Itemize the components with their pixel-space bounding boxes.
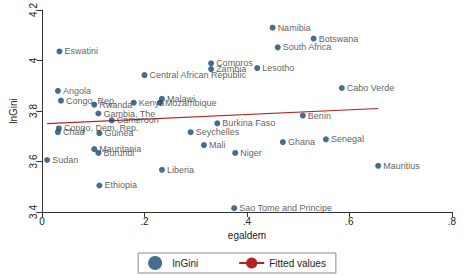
svg-text:4: 4 <box>28 57 39 63</box>
svg-text:Senegal: Senegal <box>331 134 364 144</box>
svg-text:Congo, Rep.: Congo, Rep. <box>66 95 117 106</box>
svg-text:South Africa: South Africa <box>283 42 332 52</box>
svg-text:lnGini: lnGini <box>173 258 199 269</box>
svg-text:Lesotho: Lesotho <box>262 63 294 73</box>
svg-text:.4: .4 <box>243 216 252 227</box>
svg-text:Seychelles: Seychelles <box>196 127 240 137</box>
svg-text:Eswatini: Eswatini <box>64 46 98 56</box>
svg-text:Angola: Angola <box>63 86 91 96</box>
svg-text:0: 0 <box>39 216 45 227</box>
svg-text:Mozambique: Mozambique <box>165 98 217 108</box>
svg-text:Mauritius: Mauritius <box>383 161 420 171</box>
svg-text:Central African Republic: Central African Republic <box>150 70 247 80</box>
svg-text:Chad: Chad <box>63 127 85 137</box>
svg-text:Cameroon: Cameroon <box>116 115 159 126</box>
svg-text:Rwanda: Rwanda <box>99 99 133 110</box>
svg-text:.2: .2 <box>140 216 149 227</box>
svg-text:Namibia: Namibia <box>278 23 311 33</box>
svg-text:Kenya: Kenya <box>139 98 165 108</box>
svg-text:.6: .6 <box>345 216 354 227</box>
svg-text:Ethiopia: Ethiopia <box>104 180 137 190</box>
svg-text:Botswana: Botswana <box>318 33 359 44</box>
svg-text:Niger: Niger <box>240 148 262 158</box>
svg-text:3.4: 3.4 <box>28 205 39 219</box>
svg-text:Mali: Mali <box>209 140 226 150</box>
svg-text:Benin: Benin <box>308 111 331 121</box>
svg-text:Fitted values: Fitted values <box>269 258 326 269</box>
svg-text:.8: .8 <box>448 216 457 227</box>
svg-text:Guinea: Guinea <box>104 128 133 138</box>
svg-text:Burundi: Burundi <box>103 148 134 158</box>
svg-text:egaldem: egaldem <box>228 230 266 241</box>
svg-text:3.8: 3.8 <box>28 104 39 118</box>
svg-text:lnGini: lnGini <box>8 98 19 124</box>
svg-text:4.2: 4.2 <box>28 3 39 17</box>
svg-text:Zambia: Zambia <box>216 64 247 75</box>
svg-text:Burkina Faso: Burkina Faso <box>222 118 276 129</box>
svg-text:3.6: 3.6 <box>28 154 39 168</box>
svg-text:Liberia: Liberia <box>167 165 194 175</box>
svg-text:Gambia, The: Gambia, The <box>103 108 156 119</box>
svg-text:Sudan: Sudan <box>52 155 78 165</box>
svg-text:Sao Tome and Principe: Sao Tome and Principe <box>239 203 332 213</box>
svg-text:Cabo Verde: Cabo Verde <box>347 83 395 93</box>
svg-text:Ghana: Ghana <box>288 137 315 147</box>
